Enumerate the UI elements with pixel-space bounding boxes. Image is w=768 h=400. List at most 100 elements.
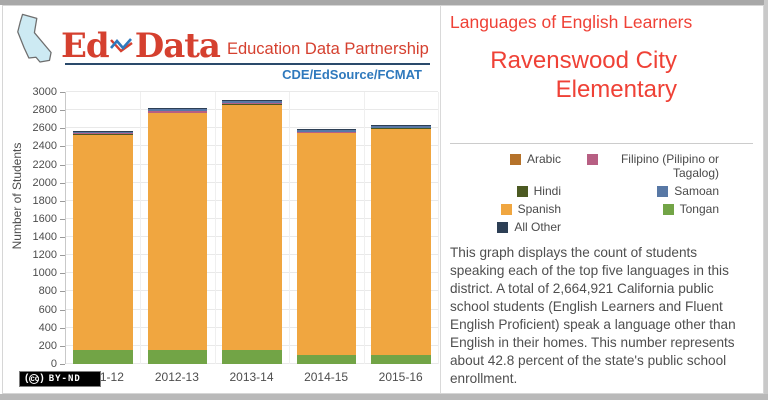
- california-state-icon: [13, 12, 59, 71]
- logo-partner-orgs[interactable]: CDE/EdSource/FCMAT: [282, 67, 422, 82]
- v-gridline: [438, 92, 439, 364]
- stacked-bar-2013-14: [222, 100, 282, 364]
- bar-segment-tongan[interactable]: [371, 354, 431, 364]
- legend-swatch: [587, 153, 598, 165]
- y-tick-label: 1800: [32, 194, 57, 207]
- y-tick-mark: [60, 237, 65, 239]
- window-scrollbar[interactable]: [764, 0, 768, 400]
- bar-slot: [289, 92, 363, 364]
- bar-slot: [140, 92, 214, 364]
- legend-item-samoan[interactable]: Samoan: [587, 184, 719, 198]
- ed-data-logo[interactable]: Ed Data Education Data Partnership CDE/E…: [3, 6, 440, 82]
- v-gridline: [289, 92, 291, 364]
- y-tick-label: 200: [38, 339, 57, 352]
- cc-badge-label: BY-ND: [48, 374, 81, 384]
- y-tick-label: 1200: [32, 249, 57, 262]
- legend-label: Tongan: [679, 201, 719, 216]
- y-tick-mark: [60, 218, 65, 220]
- bar-segment-filipino-pilipino-or-tagalog[interactable]: [147, 111, 208, 113]
- stacked-bar-2014-15: [296, 128, 357, 364]
- legend-item-tongan[interactable]: Tongan: [587, 202, 719, 216]
- bar-segment-filipino-pilipino-or-tagalog[interactable]: [222, 103, 282, 105]
- y-tick-mark: [60, 345, 65, 347]
- bar-segment-tongan[interactable]: [147, 349, 208, 364]
- y-tick-label: 600: [38, 303, 57, 316]
- legend-swatch: [497, 221, 509, 233]
- window-bottom-bar: [0, 394, 768, 400]
- legend-item-all-other[interactable]: All Other: [497, 220, 561, 234]
- bar-segment-tongan[interactable]: [296, 355, 357, 364]
- x-axis-label: 2014-15: [304, 370, 349, 384]
- x-axis-label: 2013-14: [229, 370, 274, 384]
- bar-segment-all-other[interactable]: [73, 130, 133, 132]
- district-name: Ravenswood City Elementary: [490, 47, 677, 103]
- cc-by-nd-license-badge[interactable]: ( cc ) BY-ND: [19, 371, 101, 387]
- stacked-bar-2011-12: [73, 130, 133, 364]
- bar-segment-spanish[interactable]: [147, 113, 208, 350]
- bar-segment-samoan[interactable]: [222, 101, 282, 104]
- h-gridline: [66, 91, 438, 92]
- logo-wordmark: Ed Data: [61, 26, 221, 66]
- legend-item-arabic[interactable]: Arabic: [497, 152, 561, 166]
- stacked-bar-chart: Number of Students 2011-12 2012-13 2013-14…: [3, 84, 440, 386]
- y-tick-label: 1000: [32, 267, 57, 280]
- stacked-bar-2015-16: [371, 125, 431, 364]
- bar-segment-samoan[interactable]: [147, 109, 208, 112]
- y-tick-label: 2000: [32, 176, 57, 189]
- legend-swatch: [516, 185, 528, 197]
- zigzag-trend-icon: [109, 26, 134, 60]
- bar-segment-spanish[interactable]: [222, 105, 282, 351]
- y-tick-label: 3000: [32, 86, 57, 98]
- bar-segment-samoan[interactable]: [371, 126, 431, 128]
- v-gridline: [140, 92, 142, 364]
- legend-swatch: [657, 185, 669, 197]
- bar-segment-all-other[interactable]: [147, 108, 208, 110]
- bar-slot: [66, 92, 140, 364]
- legend-swatch: [662, 203, 674, 215]
- v-gridline: [363, 92, 365, 364]
- legend: Arabic Filipino (Pilipino or Tagalog) Hind…: [497, 152, 719, 234]
- chart-panel: Ed Data Education Data Partnership CDE/E…: [3, 6, 441, 393]
- y-tick-label: 1400: [32, 231, 57, 244]
- bar-segment-arabic[interactable]: [147, 112, 208, 114]
- cc-icon: cc: [29, 374, 40, 384]
- bar-segment-all-other[interactable]: [371, 125, 431, 127]
- stacked-bar-2012-13: [147, 108, 208, 364]
- legend-item-spanish[interactable]: Spanish: [497, 202, 561, 216]
- bar-segment-all-other[interactable]: [222, 100, 282, 102]
- plot-area: [65, 91, 439, 364]
- bar-segment-tongan[interactable]: [222, 350, 282, 364]
- main-content: Ed Data Education Data Partnership CDE/E…: [2, 5, 764, 394]
- x-axis-labels: 2011-12 2012-13 2013-14 2014-15 2015-16: [65, 370, 438, 386]
- bar-segment-arabic[interactable]: [222, 104, 282, 106]
- legend-item-hindi[interactable]: Hindi: [497, 184, 561, 198]
- bar-segment-tongan[interactable]: [73, 349, 133, 364]
- bar-segment-filipino-pilipino-or-tagalog[interactable]: [296, 131, 357, 133]
- y-tick-mark: [60, 200, 65, 202]
- bar-segment-spanish[interactable]: [296, 133, 357, 356]
- panel-divider: [450, 142, 753, 144]
- bar-segment-spanish[interactable]: [73, 135, 133, 350]
- legend-item-filipino-pilipino-or-tagalog[interactable]: Filipino (Pilipino or Tagalog): [587, 152, 719, 180]
- y-tick-label: 2600: [32, 122, 57, 135]
- bar-segment-samoan[interactable]: [296, 129, 357, 132]
- bar-segment-filipino-pilipino-or-tagalog[interactable]: [371, 127, 431, 129]
- y-tick-label: 800: [38, 285, 57, 298]
- chart-description: This graph displays the count of student…: [450, 244, 736, 387]
- x-axis-label: 2015-16: [378, 370, 423, 384]
- bar-segment-samoan[interactable]: [73, 131, 133, 134]
- legend-label: Spanish: [517, 201, 561, 216]
- logo-word-data: Data: [134, 26, 221, 66]
- y-tick-label: 0: [50, 358, 57, 370]
- bar-slot: [364, 92, 438, 364]
- bar-segment-filipino-pilipino-or-tagalog[interactable]: [73, 133, 133, 135]
- bar-segment-all-other[interactable]: [296, 128, 357, 130]
- legend-label: Samoan: [674, 183, 719, 198]
- legend-label: Arabic: [526, 151, 561, 166]
- bar-segment-spanish[interactable]: [371, 129, 431, 355]
- cc-paren-left: (: [25, 373, 29, 384]
- legend-label: All Other: [514, 219, 561, 234]
- legend-swatch: [509, 153, 521, 165]
- y-tick-mark: [60, 182, 65, 184]
